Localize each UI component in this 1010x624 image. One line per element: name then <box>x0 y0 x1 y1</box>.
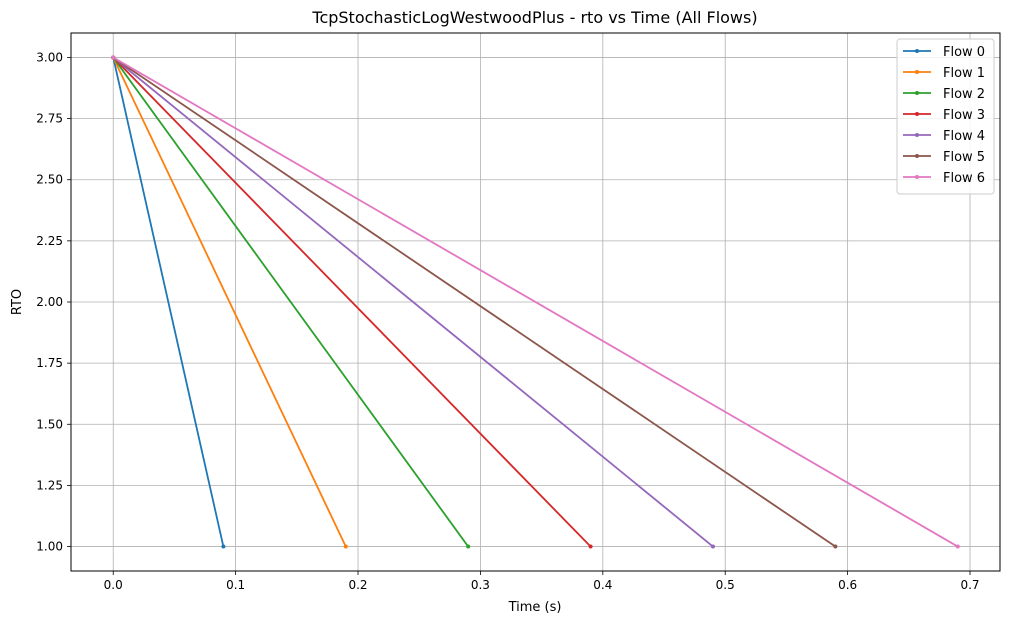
legend-label: Flow 1 <box>943 66 985 81</box>
data-point <box>955 544 960 549</box>
x-axis: 0.0 0.1 0.2 0.3 0.4 0.5 0.6 0.7 <box>104 571 980 592</box>
y-tick-label: 1.75 <box>36 356 63 370</box>
series-flow-6 <box>111 55 960 549</box>
x-tick-label: 0.4 <box>593 578 612 592</box>
y-tick-label: 1.25 <box>36 478 63 492</box>
data-point <box>833 544 838 549</box>
x-tick-label: 0.7 <box>960 578 979 592</box>
x-tick-label: 0.5 <box>716 578 735 592</box>
x-tick-label: 0.6 <box>838 578 857 592</box>
x-tick-label: 0.2 <box>348 578 367 592</box>
x-tick-label: 0.3 <box>471 578 490 592</box>
legend-label: Flow 6 <box>943 171 985 186</box>
legend-marker <box>915 49 919 53</box>
x-tick-label: 0.1 <box>226 578 245 592</box>
legend-item: Flow 2 <box>903 87 985 102</box>
data-point <box>466 544 471 549</box>
legend-label: Flow 0 <box>943 45 985 60</box>
x-axis-label: Time (s) <box>508 600 562 615</box>
series-group <box>111 55 960 549</box>
y-tick-label: 2.00 <box>36 295 63 309</box>
series-line <box>112 56 836 548</box>
legend-item: Flow 3 <box>903 108 985 123</box>
legend-marker <box>915 133 919 137</box>
y-tick-label: 1.50 <box>36 417 63 431</box>
y-tick-label: 1.00 <box>36 540 63 554</box>
legend-marker <box>915 91 919 95</box>
chart-title: TcpStochasticLogWestwoodPlus - rto vs Ti… <box>311 8 757 27</box>
y-tick-label: 2.50 <box>36 173 63 187</box>
legend-label: Flow 2 <box>943 87 985 102</box>
series-line <box>112 57 347 547</box>
legend-label: Flow 3 <box>943 108 985 123</box>
y-tick-label: 3.00 <box>36 50 63 64</box>
data-point <box>221 544 226 549</box>
legend-item: Flow 1 <box>903 66 985 81</box>
legend-label: Flow 5 <box>943 150 985 165</box>
series-line <box>112 56 959 548</box>
data-point <box>710 544 715 549</box>
legend-item: Flow 5 <box>903 150 985 165</box>
y-axis: 1.00 1.25 1.50 1.75 2.00 2.25 2.50 2.75 3.00 <box>36 50 71 554</box>
series-line <box>112 56 592 548</box>
legend-marker <box>915 175 919 179</box>
legend-label: Flow 4 <box>943 129 985 144</box>
data-point <box>588 544 593 549</box>
series-line <box>112 56 469 548</box>
series-line <box>112 57 225 547</box>
y-tick-label: 2.75 <box>36 112 63 126</box>
legend-item: Flow 6 <box>903 171 985 186</box>
legend-marker <box>915 70 919 74</box>
series-line <box>112 56 714 548</box>
y-axis-label: RTO <box>10 289 25 315</box>
y-tick-label: 2.25 <box>36 234 63 248</box>
legend: Flow 0 Flow 1 Flow 2 Flow 3 Flow 4 Flow 5 Flow… <box>896 38 995 195</box>
legend-marker <box>915 112 919 116</box>
legend-item: Flow 4 <box>903 129 985 144</box>
x-tick-label: 0.0 <box>104 578 123 592</box>
legend-item: Flow 0 <box>903 45 985 60</box>
data-point <box>111 55 116 60</box>
data-point <box>343 544 348 549</box>
legend-marker <box>915 154 919 158</box>
